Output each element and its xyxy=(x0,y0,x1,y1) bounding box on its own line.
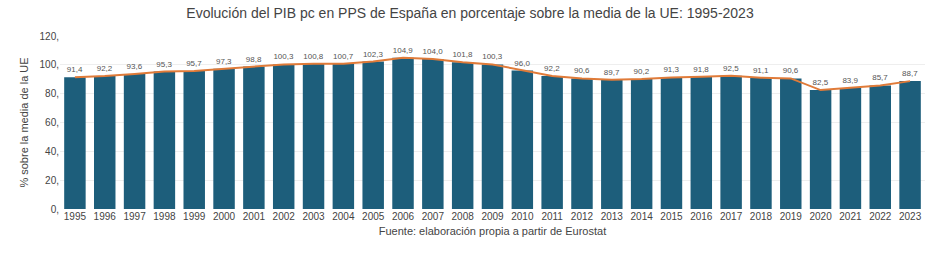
svg-text:85,7: 85,7 xyxy=(872,73,888,82)
svg-text:120,: 120, xyxy=(40,31,59,42)
svg-text:2020: 2020 xyxy=(809,211,832,222)
svg-text:91,8: 91,8 xyxy=(693,65,709,74)
svg-text:2021: 2021 xyxy=(839,211,862,222)
svg-text:88,7: 88,7 xyxy=(902,69,918,78)
svg-text:60,: 60, xyxy=(45,117,59,128)
svg-text:102,3: 102,3 xyxy=(363,50,384,59)
svg-text:2002: 2002 xyxy=(273,211,296,222)
svg-text:91,3: 91,3 xyxy=(663,65,679,74)
svg-text:2012: 2012 xyxy=(571,211,594,222)
svg-text:2023: 2023 xyxy=(899,211,922,222)
svg-text:2014: 2014 xyxy=(631,211,654,222)
svg-text:20,: 20, xyxy=(45,175,59,186)
svg-text:89,7: 89,7 xyxy=(604,68,620,77)
svg-text:Evolución del PIB pc en PPS de: Evolución del PIB pc en PPS de España en… xyxy=(186,5,754,21)
svg-text:2006: 2006 xyxy=(392,211,415,222)
svg-text:90,6: 90,6 xyxy=(574,66,590,75)
svg-text:2010: 2010 xyxy=(511,211,534,222)
svg-text:95,7: 95,7 xyxy=(186,59,202,68)
svg-text:1997: 1997 xyxy=(123,211,146,222)
svg-text:Fuente: elaboración propia a p: Fuente: elaboración propia a partir de E… xyxy=(379,225,606,237)
svg-text:1999: 1999 xyxy=(183,211,206,222)
svg-text:2015: 2015 xyxy=(660,211,683,222)
svg-text:100,3: 100,3 xyxy=(273,52,294,61)
svg-text:98,8: 98,8 xyxy=(246,55,262,64)
svg-text:100,8: 100,8 xyxy=(303,52,324,61)
svg-text:2008: 2008 xyxy=(452,211,475,222)
svg-text:104,0: 104,0 xyxy=(423,47,444,56)
svg-text:2009: 2009 xyxy=(481,211,504,222)
svg-text:97,3: 97,3 xyxy=(216,57,232,66)
svg-text:95,3: 95,3 xyxy=(156,60,172,69)
svg-text:2000: 2000 xyxy=(213,211,236,222)
svg-text:91,1: 91,1 xyxy=(753,66,769,75)
svg-text:93,6: 93,6 xyxy=(127,62,143,71)
svg-text:96,0: 96,0 xyxy=(514,59,530,68)
svg-text:1998: 1998 xyxy=(153,211,176,222)
svg-text:40,: 40, xyxy=(45,146,59,157)
svg-text:82,5: 82,5 xyxy=(813,78,829,87)
svg-text:2013: 2013 xyxy=(601,211,624,222)
svg-text:% sobre la media de la UE: % sobre la media de la UE xyxy=(18,57,30,187)
svg-text:104,9: 104,9 xyxy=(393,46,414,55)
svg-text:2011: 2011 xyxy=(541,211,563,222)
svg-text:80,: 80, xyxy=(45,88,59,99)
svg-text:2004: 2004 xyxy=(332,211,355,222)
svg-text:100,7: 100,7 xyxy=(333,52,354,61)
svg-text:92,2: 92,2 xyxy=(97,64,113,73)
svg-text:2022: 2022 xyxy=(869,211,892,222)
svg-text:1996: 1996 xyxy=(94,211,117,222)
svg-text:2019: 2019 xyxy=(780,211,803,222)
svg-text:2018: 2018 xyxy=(750,211,773,222)
svg-text:101,8: 101,8 xyxy=(452,50,473,59)
svg-text:0,: 0, xyxy=(51,204,59,215)
svg-text:2001: 2001 xyxy=(243,211,266,222)
svg-text:1995: 1995 xyxy=(64,211,87,222)
svg-text:2017: 2017 xyxy=(720,211,743,222)
svg-text:90,2: 90,2 xyxy=(634,67,650,76)
svg-text:2016: 2016 xyxy=(690,211,713,222)
svg-text:91,4: 91,4 xyxy=(67,65,83,74)
svg-text:92,2: 92,2 xyxy=(544,64,560,73)
svg-text:92,5: 92,5 xyxy=(723,64,739,73)
svg-text:100,: 100, xyxy=(40,59,59,70)
svg-text:2005: 2005 xyxy=(362,211,385,222)
svg-text:2003: 2003 xyxy=(302,211,325,222)
svg-text:100,3: 100,3 xyxy=(482,52,503,61)
svg-text:90,6: 90,6 xyxy=(783,66,799,75)
svg-text:83,9: 83,9 xyxy=(842,76,858,85)
svg-text:2007: 2007 xyxy=(422,211,445,222)
